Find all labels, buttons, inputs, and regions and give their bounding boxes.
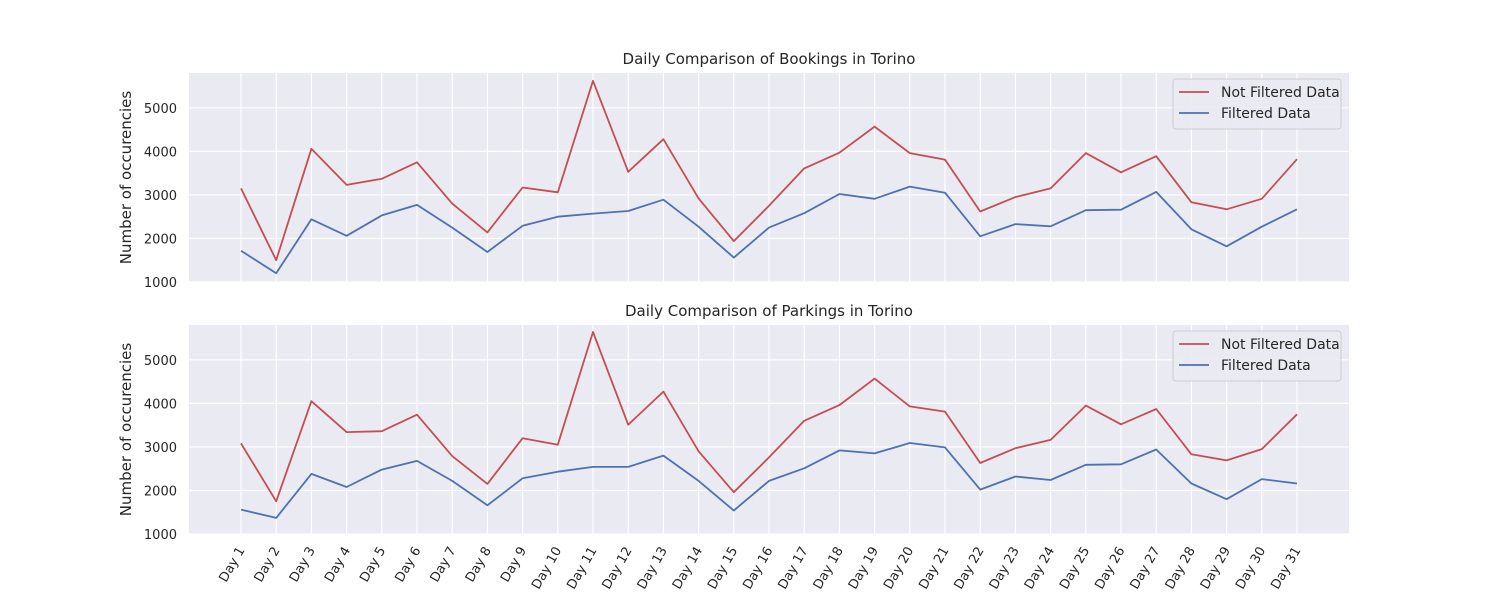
series-line-filtered [240, 442, 1298, 519]
x-tick-label: Day 9 [498, 545, 530, 585]
x-tick-label: Day 5 [357, 545, 389, 585]
legend-entry: Not Filtered Data [1221, 85, 1340, 101]
legend-box [1172, 78, 1342, 130]
y-tick-label: 4000 [144, 145, 177, 160]
chart-panel-1: 1000 2000 3000 4000 5000 Daily Comparison of … [117, 50, 1349, 291]
legend: Not Filtered Data Filtered Data [1172, 330, 1342, 382]
x-tick-label: Day 26 [1092, 545, 1128, 593]
y-tick-label: 3000 [144, 189, 177, 204]
y-tick-label: 2000 [144, 232, 177, 247]
y-tick-label: 1000 [144, 276, 177, 291]
x-tick-label: Day 6 [392, 545, 424, 585]
chart-title: Daily Comparison of Parkings in Torino [625, 302, 913, 320]
x-tick-label: Day 18 [811, 545, 847, 593]
x-tick-label: Day 7 [428, 545, 460, 585]
series-line-not-filtered [240, 79, 1298, 262]
x-tick-label: Day 12 [599, 545, 635, 593]
legend: Not Filtered Data Filtered Data [1172, 78, 1342, 130]
legend-entry: Filtered Data [1221, 358, 1311, 374]
x-tick-label: Day 21 [916, 545, 952, 593]
y-tick-label: 2000 [144, 484, 177, 499]
y-tick-label: 3000 [144, 441, 177, 456]
y-tick-label: 5000 [144, 354, 177, 369]
x-tick-label: Day 31 [1268, 545, 1304, 593]
legend-entry: Filtered Data [1221, 106, 1311, 122]
series-line-not-filtered [240, 331, 1298, 503]
x-tick-label: Day 15 [705, 545, 741, 593]
chart-panel-2: 1000 2000 3000 4000 5000 Daily Comparison of … [117, 302, 1349, 592]
x-tick-label: Day 13 [635, 545, 671, 593]
x-tick-label: Day 16 [740, 545, 776, 593]
y-tick-label: 1000 [144, 528, 177, 543]
x-tick-label: Day 10 [529, 545, 565, 593]
y-tick-label: 4000 [144, 397, 177, 412]
x-tick-label: Day 11 [564, 545, 600, 593]
legend-entry: Not Filtered Data [1221, 337, 1340, 353]
x-tick-label: Day 24 [1022, 545, 1058, 593]
x-tick-label: Day 4 [322, 545, 354, 585]
x-tick-label: Day 17 [775, 545, 811, 593]
x-tick-label: Day 29 [1198, 545, 1234, 593]
legend-box [1172, 330, 1342, 382]
x-tick-label: Day 28 [1163, 545, 1199, 593]
y-tick-label: 5000 [144, 102, 177, 117]
x-tick-label: Day 30 [1233, 545, 1269, 593]
x-tick-label: Day 3 [287, 545, 319, 585]
x-tick-label: Day 14 [670, 545, 706, 593]
x-tick-label: Day 23 [987, 545, 1023, 593]
series-line-filtered [240, 185, 1298, 275]
y-axis-label: Number of occurencies [117, 343, 135, 517]
x-tick-label: Day 19 [846, 545, 882, 593]
x-tick-label: Day 2 [252, 545, 284, 585]
chart-title: Daily Comparison of Bookings in Torino [623, 50, 916, 68]
x-tick-label: Day 22 [951, 544, 987, 592]
x-tick-label: Day 8 [463, 545, 495, 585]
x-tick-label: Day 1 [216, 545, 248, 585]
x-tick-label: Day 25 [1057, 545, 1093, 593]
x-tick-label: Day 20 [881, 545, 917, 593]
y-axis-label: Number of occurencies [117, 91, 135, 265]
x-tick-label: Day 27 [1127, 545, 1163, 593]
